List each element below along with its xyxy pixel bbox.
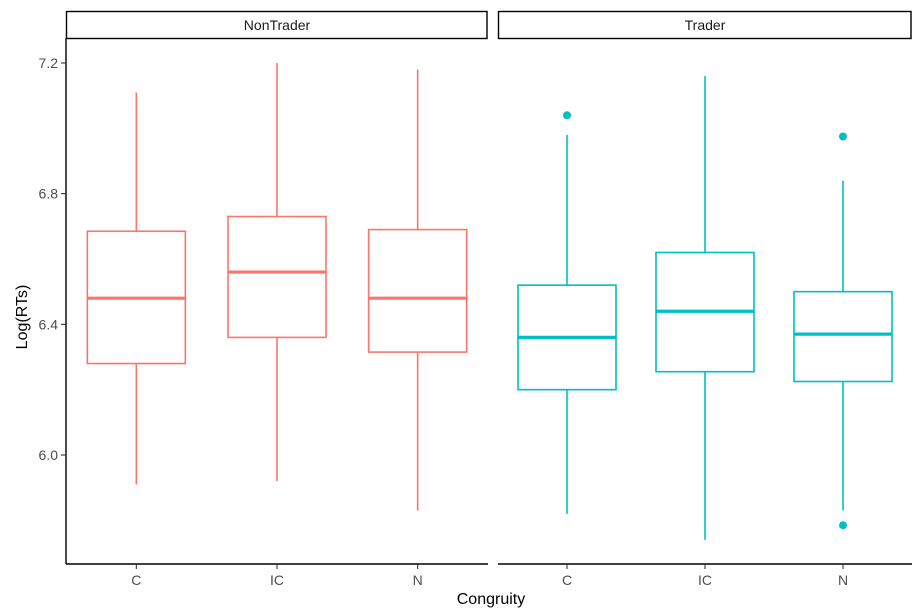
panels-layer: NonTrader C IC N Trader C IC N <box>65 10 912 588</box>
panel-nontrader: NonTrader C IC N <box>65 10 488 588</box>
x-tick-label: IC <box>270 572 284 588</box>
x-tick-label: C <box>131 572 141 588</box>
box-nontrader-n <box>367 69 468 511</box>
y-axis: 6.0 6.4 6.8 7.2 <box>39 55 66 463</box>
iqr-box <box>227 215 327 339</box>
y-tick-label: 6.0 <box>39 447 59 463</box>
x-tick-label: N <box>413 572 423 588</box>
y-axis-title: Log(RTs) <box>14 285 31 350</box>
box-trader-n <box>793 132 893 530</box>
y-tick-label: 6.4 <box>39 316 59 332</box>
x-tick-label: C <box>562 572 572 588</box>
facet-strip-label: Trader <box>685 17 726 33</box>
box-trader-c <box>517 111 617 514</box>
iqr-box <box>793 290 893 383</box>
box-nontrader-ic <box>227 63 327 482</box>
box-nontrader-c <box>86 92 187 485</box>
outlier-point <box>563 111 571 120</box>
y-tick-label: 7.2 <box>39 55 59 71</box>
facet-strip-label: NonTrader <box>244 17 311 33</box>
iqr-box <box>367 228 468 353</box>
y-tick-label: 6.8 <box>39 186 59 202</box>
outlier-point <box>839 132 847 141</box>
facet-strip <box>497 10 912 40</box>
facet-strip <box>65 10 488 40</box>
x-tick-label: IC <box>698 572 712 588</box>
x-tick-label: N <box>838 572 848 588</box>
box-trader-ic <box>655 76 755 540</box>
panel-trader: Trader C IC N <box>497 10 912 588</box>
outlier-point <box>839 521 847 530</box>
x-axis-title: Congruity <box>457 591 525 608</box>
